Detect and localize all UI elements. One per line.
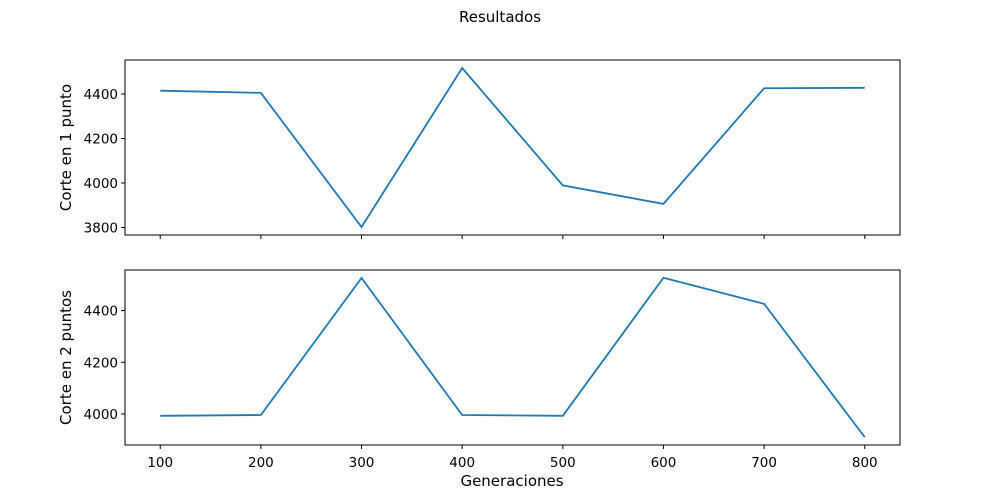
x-tick-label: 600	[651, 455, 677, 471]
x-tick-label: 200	[248, 455, 274, 471]
top-y-tick-label: 4200	[84, 131, 118, 147]
bottom-y-tick-label: 4000	[84, 407, 118, 423]
x-axis-label: Generaciones	[460, 472, 563, 490]
top-ticks: 3800 4000 4200 4400	[84, 87, 866, 239]
bottom-series-line	[160, 276, 866, 438]
top-y-tick-label: 4000	[84, 176, 118, 192]
subplot-bottom: 100 200 300 400 500 600 700 800 4000 4200 4400 Cor…	[57, 269, 901, 471]
x-tick-label: 100	[147, 455, 173, 471]
top-y-axis-label: Corte en 1 punto	[57, 84, 75, 211]
top-y-tick-label: 3800	[84, 220, 118, 236]
subplot-top: 3800 4000 4200 4400 Corte en 1 punto	[57, 59, 901, 239]
chart-title: Resultados	[459, 8, 541, 26]
x-tick-label: 700	[751, 455, 777, 471]
x-tick-label: 800	[852, 455, 878, 471]
bottom-ticks: 100 200 300 400 500 600 700 800 4000 4200 4400	[84, 304, 878, 471]
bottom-axes-frame	[124, 269, 901, 446]
top-series-line	[160, 66, 865, 229]
top-axes-frame	[124, 59, 901, 236]
bottom-y-tick-label: 4200	[84, 355, 118, 371]
x-tick-label: 300	[349, 455, 375, 471]
x-tick-label: 400	[449, 455, 475, 471]
x-tick-label: 500	[550, 455, 576, 471]
bottom-y-tick-label: 4400	[84, 304, 118, 320]
top-y-tick-label: 4400	[84, 87, 118, 103]
bottom-y-axis-label: Corte en 2 puntos	[57, 290, 75, 425]
